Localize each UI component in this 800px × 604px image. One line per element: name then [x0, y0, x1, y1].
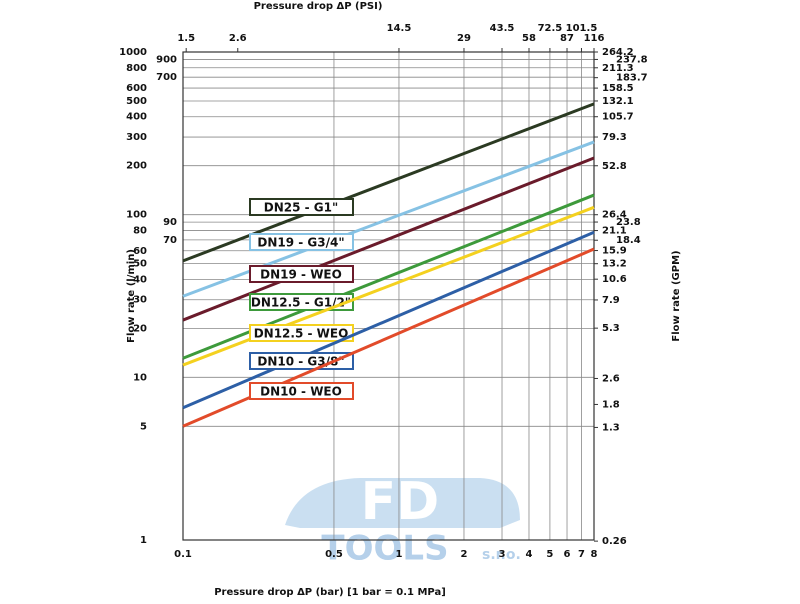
- y2-tick-label: 158.5: [602, 83, 634, 94]
- y-tick-label: 90: [163, 217, 177, 228]
- y-tick-label: 80: [133, 225, 147, 236]
- x2-tick-label: 116: [584, 33, 605, 44]
- x2-tick-label: 1.5: [177, 33, 195, 44]
- x-tick-label: 5: [546, 549, 553, 560]
- y2-tick-label: 0.26: [602, 536, 627, 547]
- x-tick-label: 0.1: [174, 549, 192, 560]
- x2-tick-label: 29: [457, 33, 471, 44]
- y-tick-label: 20: [133, 323, 147, 334]
- series-line: [182, 230, 595, 410]
- y-tick-label: 70: [163, 235, 177, 246]
- legend-label: DN19 - WEO: [260, 268, 342, 282]
- series-line: [182, 205, 595, 367]
- legend-label: DN19 - G3/4": [257, 236, 344, 250]
- x-tick-label: 4: [526, 549, 533, 560]
- y-tick-label: 30: [133, 295, 147, 306]
- y2-tick-label: 23.8: [616, 217, 641, 228]
- x-tick-label: 2: [460, 549, 467, 560]
- x-tick-label: 8: [591, 549, 598, 560]
- logo-shape: [285, 478, 520, 528]
- legend-box: [249, 198, 354, 216]
- legend-label: DN10 - WEO: [260, 385, 342, 399]
- y2-tick-label: 18.4: [616, 235, 641, 246]
- y2-tick-label: 10.6: [602, 274, 627, 285]
- y2-tick-label: 7.9: [602, 295, 620, 306]
- y2-tick-label: 21.1: [602, 226, 627, 237]
- y2-axis-title: Flow rate (GPM): [671, 250, 682, 341]
- y2-tick-label: 5.3: [602, 323, 620, 334]
- y-tick-label: 10: [133, 372, 147, 383]
- legend-box: [249, 265, 354, 283]
- x-axis-title: Pressure drop ΔP (bar) [1 bar = 0.1 MPa]: [214, 587, 446, 598]
- legend-box: [249, 293, 354, 311]
- y-tick-label: 100: [126, 210, 147, 221]
- x2-tick-label: 2.6: [229, 33, 247, 44]
- logo-suffix: s.r.o.: [482, 547, 521, 563]
- y2-tick-label: 13.2: [602, 259, 627, 270]
- x2-tick-label: 101.5: [566, 23, 598, 34]
- x2-tick-label: 58: [522, 33, 536, 44]
- y-tick-label: 40: [133, 274, 147, 285]
- y2-tick-label: 52.8: [602, 161, 627, 172]
- x-tick-label: 0.5: [325, 549, 343, 560]
- x2-tick-label: 43.5: [490, 23, 515, 34]
- x2-tick-label: 72.5: [538, 23, 563, 34]
- x-tick-label: 7: [578, 549, 585, 560]
- x2-tick-label: 87: [560, 33, 574, 44]
- y2-tick-label: 15.9: [602, 246, 627, 257]
- y2-tick-label: 105.7: [602, 112, 634, 123]
- logo: FD TOOLS s.r.o.: [285, 472, 521, 569]
- legend-label: DN25 - G1": [264, 201, 339, 215]
- y2-tick-label: 1.3: [602, 422, 620, 433]
- legend-label: DN12.5 - G1/2": [251, 296, 351, 310]
- y2-tick-label: 26.4: [602, 210, 627, 221]
- x-tick-label: 1: [395, 549, 402, 560]
- legend-box: [249, 324, 354, 342]
- y2-tick-label: 2.6: [602, 373, 620, 384]
- y-axis-title: Flow rate (l/min): [126, 249, 137, 343]
- y2-tick-label: 132.1: [602, 96, 634, 107]
- y-tick-label: 400: [126, 112, 147, 123]
- y-tick-label: 200: [126, 161, 147, 172]
- y-tick-label: 600: [126, 83, 147, 94]
- y-tick-label: 800: [126, 63, 147, 74]
- y2-tick-label: 183.7: [616, 73, 648, 84]
- y2-tick-label: 237.8: [616, 54, 648, 65]
- y-tick-label: 300: [126, 132, 147, 143]
- x2-axis-title: Pressure drop ΔP (PSI): [254, 1, 383, 12]
- legend-box: [249, 233, 354, 251]
- y-tick-label: 500: [126, 96, 147, 107]
- x-tick-label: 6: [564, 549, 571, 560]
- legend-label: DN12.5 - WEO: [254, 327, 349, 341]
- y-tick-label: 5: [140, 421, 147, 432]
- y-tick-label: 900: [156, 54, 177, 65]
- y2-tick-label: 264.2: [602, 47, 634, 58]
- y-tick-label: 700: [156, 72, 177, 83]
- y2-tick-label: 79.3: [602, 132, 627, 143]
- y2-tick-label: 1.8: [602, 399, 620, 410]
- y-tick-label: 60: [133, 246, 147, 257]
- logo-mark: FD: [361, 472, 440, 532]
- legend-box: [249, 382, 354, 400]
- logo-name: TOOLS: [321, 529, 448, 569]
- x2-tick-label: 14.5: [387, 23, 412, 34]
- y2-tick-label: 211.3: [602, 63, 634, 74]
- y-tick-label: 1000: [119, 47, 147, 58]
- y-tick-label: 1: [140, 535, 147, 546]
- x-tick-label: 3: [499, 549, 506, 560]
- y-tick-label: 50: [133, 259, 147, 270]
